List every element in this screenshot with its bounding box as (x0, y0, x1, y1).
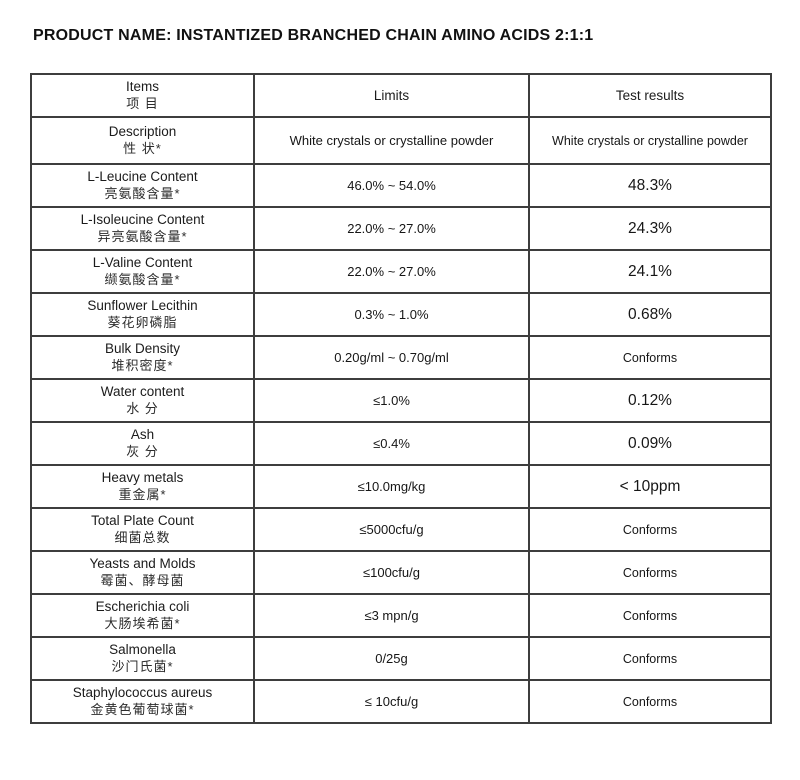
item-name-zh: 堆积密度* (111, 358, 174, 374)
spec-table: Items 项 目 Limits Test results Descriptio… (30, 73, 772, 724)
result-cell: 0.68% (528, 292, 772, 337)
limit-cell: ≤3 mpn/g (253, 593, 530, 638)
item-cell: Escherichia coli 大肠埃希菌* (30, 593, 255, 638)
table-row: Escherichia coli 大肠埃希菌* ≤3 mpn/g Conform… (30, 593, 772, 638)
item-name-en: Yeasts and Molds (89, 555, 196, 571)
result-cell: 24.1% (528, 249, 772, 294)
table-body: Description 性 状* White crystals or cryst… (30, 116, 772, 724)
result-cell: White crystals or crystalline powder (528, 116, 772, 165)
item-name-zh: 金黄色葡萄球菌* (90, 702, 195, 718)
item-name-en: Salmonella (109, 641, 176, 657)
table-row: L-Valine Content 缬氨酸含量* 22.0% ~ 27.0% 24… (30, 249, 772, 294)
limit-cell: 22.0% ~ 27.0% (253, 206, 530, 251)
result-cell: 0.12% (528, 378, 772, 423)
item-cell: L-Isoleucine Content 异亮氨酸含量* (30, 206, 255, 251)
result-cell: 24.3% (528, 206, 772, 251)
item-name-en: Escherichia coli (95, 598, 190, 614)
limit-cell: ≤ 10cfu/g (253, 679, 530, 724)
item-name-zh: 缬氨酸含量* (104, 272, 181, 288)
item-name-en: Description (108, 123, 177, 139)
table-row: Yeasts and Molds 霉菌、酵母菌 ≤100cfu/g Confor… (30, 550, 772, 595)
item-cell: Ash 灰 分 (30, 421, 255, 466)
item-name-en: L-Valine Content (92, 254, 193, 270)
items-header-zh: 项 目 (126, 96, 159, 112)
item-cell: Bulk Density 堆积密度* (30, 335, 255, 380)
limit-cell: 46.0% ~ 54.0% (253, 163, 530, 208)
table-row: Salmonella 沙门氏菌* 0/25g Conforms (30, 636, 772, 681)
limit-cell: 22.0% ~ 27.0% (253, 249, 530, 294)
results-column-header: Test results (528, 73, 772, 118)
item-cell: Staphylococcus aureus 金黄色葡萄球菌* (30, 679, 255, 724)
item-cell: Yeasts and Molds 霉菌、酵母菌 (30, 550, 255, 595)
item-cell: Heavy metals 重金属* (30, 464, 255, 509)
limit-cell: 0.20g/ml ~ 0.70g/ml (253, 335, 530, 380)
item-name-en: Total Plate Count (91, 512, 194, 528)
item-cell: Sunflower Lecithin 葵花卵磷脂 (30, 292, 255, 337)
result-cell: 48.3% (528, 163, 772, 208)
table-row: Water content 水 分 ≤1.0% 0.12% (30, 378, 772, 423)
item-name-zh: 葵花卵磷脂 (107, 315, 178, 331)
table-row: Total Plate Count 细菌总数 ≤5000cfu/g Confor… (30, 507, 772, 552)
item-name-en: Ash (130, 426, 155, 442)
result-cell: Conforms (528, 593, 772, 638)
table-row: Heavy metals 重金属* ≤10.0mg/kg < 10ppm (30, 464, 772, 509)
items-column-header: Items 项 目 (30, 73, 255, 118)
header-row: Items 项 目 Limits Test results (30, 73, 772, 118)
limit-cell: 0.3% ~ 1.0% (253, 292, 530, 337)
result-cell: Conforms (528, 507, 772, 552)
table-row: Sunflower Lecithin 葵花卵磷脂 0.3% ~ 1.0% 0.6… (30, 292, 772, 337)
item-name-zh: 细菌总数 (114, 530, 171, 546)
limit-cell: ≤10.0mg/kg (253, 464, 530, 509)
item-name-en: Heavy metals (101, 469, 184, 485)
table-row: Description 性 状* White crystals or cryst… (30, 116, 772, 165)
item-name-en: L-Leucine Content (87, 168, 198, 184)
limit-cell: White crystals or crystalline powder (253, 116, 530, 165)
table-row: Staphylococcus aureus 金黄色葡萄球菌* ≤ 10cfu/g… (30, 679, 772, 724)
result-cell: Conforms (528, 679, 772, 724)
item-name-zh: 大肠埃希菌* (104, 616, 181, 632)
limit-cell: ≤5000cfu/g (253, 507, 530, 552)
result-cell: Conforms (528, 636, 772, 681)
item-cell: Description 性 状* (30, 116, 255, 165)
item-name-en: Bulk Density (104, 340, 181, 356)
limits-column-header: Limits (253, 73, 530, 118)
table-row: Bulk Density 堆积密度* 0.20g/ml ~ 0.70g/ml C… (30, 335, 772, 380)
product-title: PRODUCT NAME: INSTANTIZED BRANCHED CHAIN… (33, 27, 594, 44)
item-cell: Water content 水 分 (30, 378, 255, 423)
item-name-zh: 灰 分 (126, 444, 159, 460)
item-cell: L-Leucine Content 亮氨酸含量* (30, 163, 255, 208)
item-name-en: Water content (100, 383, 185, 399)
item-name-en: Staphylococcus aureus (72, 684, 213, 700)
item-name-zh: 重金属* (118, 487, 167, 503)
table-row: L-Isoleucine Content 异亮氨酸含量* 22.0% ~ 27.… (30, 206, 772, 251)
item-cell: Salmonella 沙门氏菌* (30, 636, 255, 681)
item-name-zh: 异亮氨酸含量* (97, 229, 188, 245)
item-cell: Total Plate Count 细菌总数 (30, 507, 255, 552)
limit-cell: ≤1.0% (253, 378, 530, 423)
result-cell: 0.09% (528, 421, 772, 466)
item-name-zh: 水 分 (126, 401, 159, 417)
items-header-en: Items (125, 78, 159, 94)
table-row: L-Leucine Content 亮氨酸含量* 46.0% ~ 54.0% 4… (30, 163, 772, 208)
result-cell: Conforms (528, 335, 772, 380)
result-cell: < 10ppm (528, 464, 772, 509)
item-name-zh: 性 状* (123, 141, 162, 157)
table-row: Ash 灰 分 ≤0.4% 0.09% (30, 421, 772, 466)
item-name-en: L-Isoleucine Content (80, 211, 205, 227)
item-cell: L-Valine Content 缬氨酸含量* (30, 249, 255, 294)
limit-cell: ≤100cfu/g (253, 550, 530, 595)
item-name-zh: 沙门氏菌* (111, 659, 174, 675)
item-name-en: Sunflower Lecithin (87, 297, 198, 313)
item-name-zh: 霉菌、酵母菌 (100, 573, 185, 589)
item-name-zh: 亮氨酸含量* (104, 186, 181, 202)
result-cell: Conforms (528, 550, 772, 595)
limit-cell: ≤0.4% (253, 421, 530, 466)
limit-cell: 0/25g (253, 636, 530, 681)
